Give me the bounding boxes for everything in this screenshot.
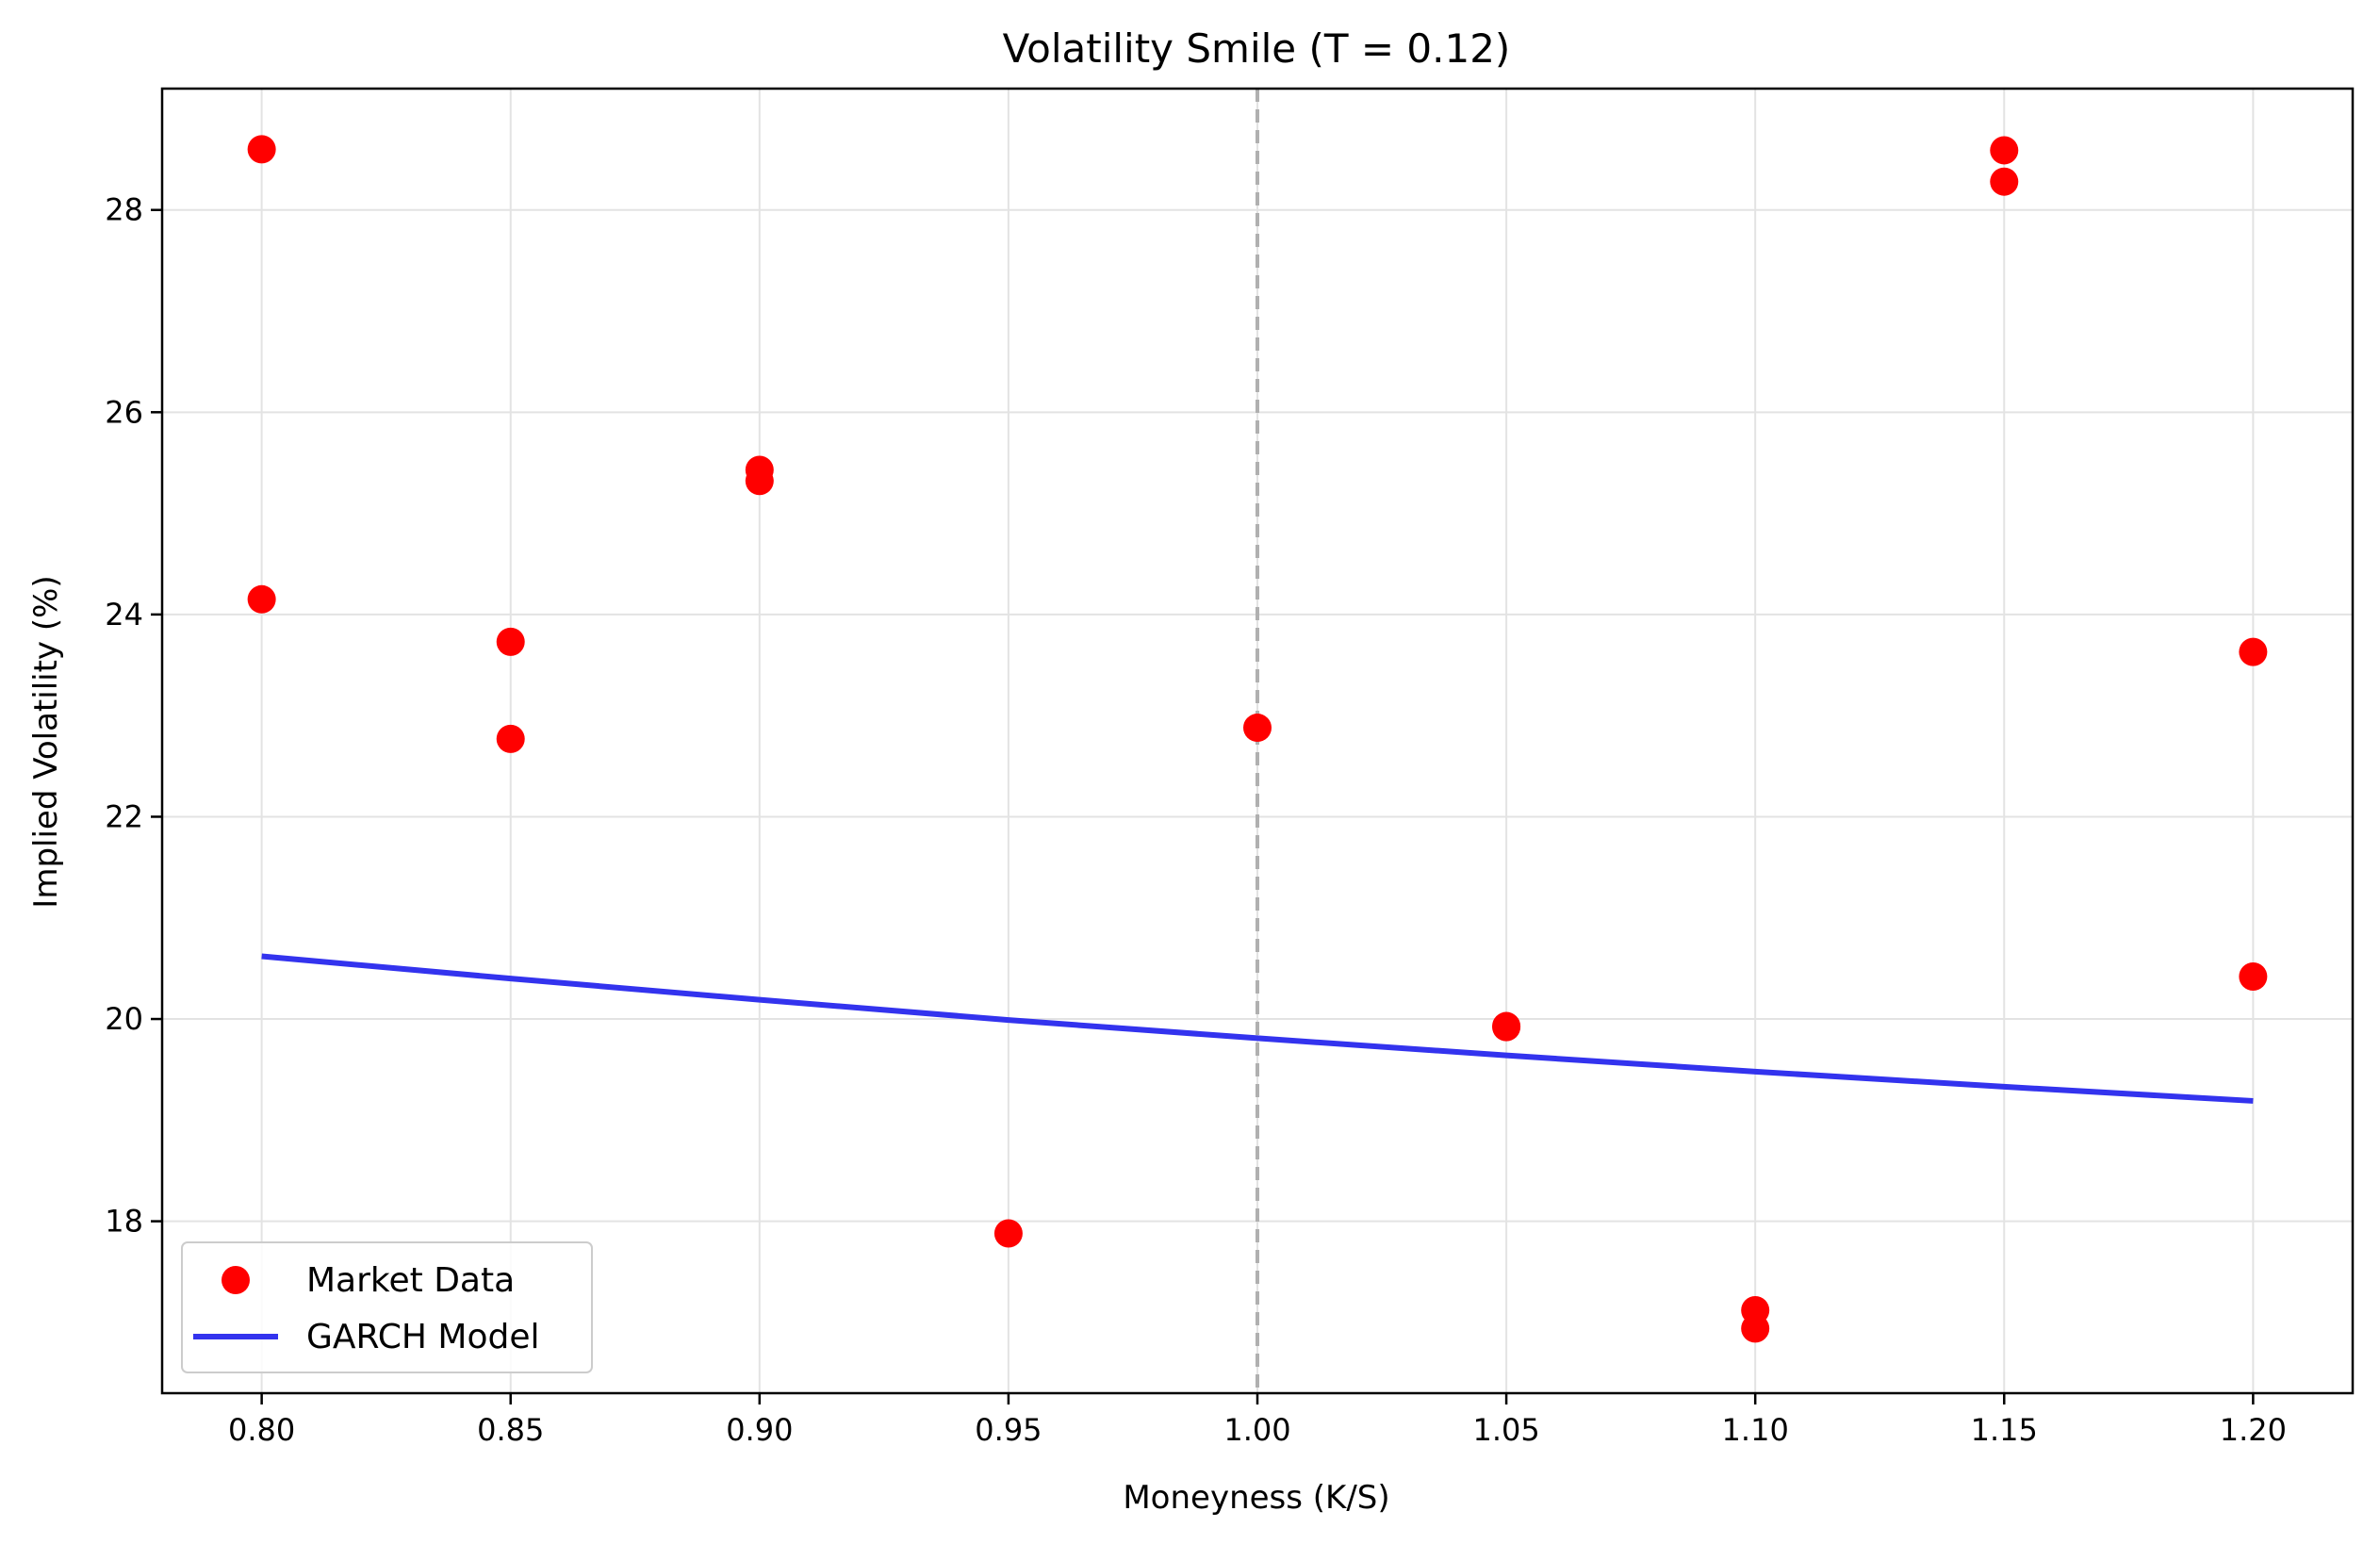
- market-data-point: [2239, 637, 2268, 666]
- x-tick-label: 0.85: [477, 1412, 544, 1448]
- market-data-point: [1990, 167, 2019, 196]
- chart-title: Volatility Smile (T = 0.12): [1003, 25, 1511, 72]
- x-tick-label: 1.15: [1971, 1412, 2038, 1448]
- legend-label-garch-model: GARCH Model: [306, 1318, 539, 1356]
- x-tick-label: 1.05: [1472, 1412, 1539, 1448]
- market-data-point: [247, 584, 276, 614]
- market-data-point: [247, 135, 276, 164]
- market-data-point: [1741, 1314, 1770, 1343]
- market-data-point: [1243, 714, 1272, 743]
- model-line-layer: [261, 953, 2254, 1104]
- market-data-point: [1492, 1012, 1521, 1042]
- x-tick-label: 0.95: [975, 1412, 1042, 1448]
- market-data-point: [496, 627, 525, 656]
- garch-model-line: [261, 953, 2254, 1104]
- x-axis-title: Moneyness (K/S): [1123, 1479, 1389, 1517]
- x-tick-label: 1.20: [2220, 1412, 2287, 1448]
- y-tick-label: 26: [105, 394, 143, 430]
- market-data-point: [1990, 136, 2019, 165]
- x-tick-label: 0.90: [726, 1412, 793, 1448]
- y-tick-label: 20: [105, 1001, 143, 1037]
- y-tick-label: 24: [105, 597, 143, 632]
- legend-box: [181, 1241, 593, 1373]
- market-data-point: [496, 724, 525, 753]
- legend: Market Data GARCH Model: [181, 1241, 593, 1373]
- legend-marker-market-data: [222, 1266, 250, 1294]
- market-data-point: [993, 1219, 1023, 1248]
- y-axis-title: Implied Volatility (%): [27, 575, 65, 908]
- y-tick-label: 22: [105, 798, 143, 834]
- market-data-point: [745, 467, 774, 496]
- x-axis-ticks: 0.80 0.85 0.90 0.95 1.00 1.05 1.10 1.15 1.20: [228, 1393, 2287, 1448]
- x-tick-label: 1.00: [1223, 1412, 1290, 1448]
- legend-label-market-data: Market Data: [306, 1261, 515, 1300]
- x-tick-label: 0.80: [228, 1412, 295, 1448]
- market-data-point: [2239, 961, 2268, 991]
- y-axis-ticks: 18 20 22 24 26 28: [105, 192, 162, 1240]
- y-tick-label: 18: [105, 1204, 143, 1240]
- market-points-layer: [247, 135, 2268, 1343]
- x-tick-label: 1.10: [1722, 1412, 1789, 1448]
- y-tick-label: 28: [105, 192, 143, 228]
